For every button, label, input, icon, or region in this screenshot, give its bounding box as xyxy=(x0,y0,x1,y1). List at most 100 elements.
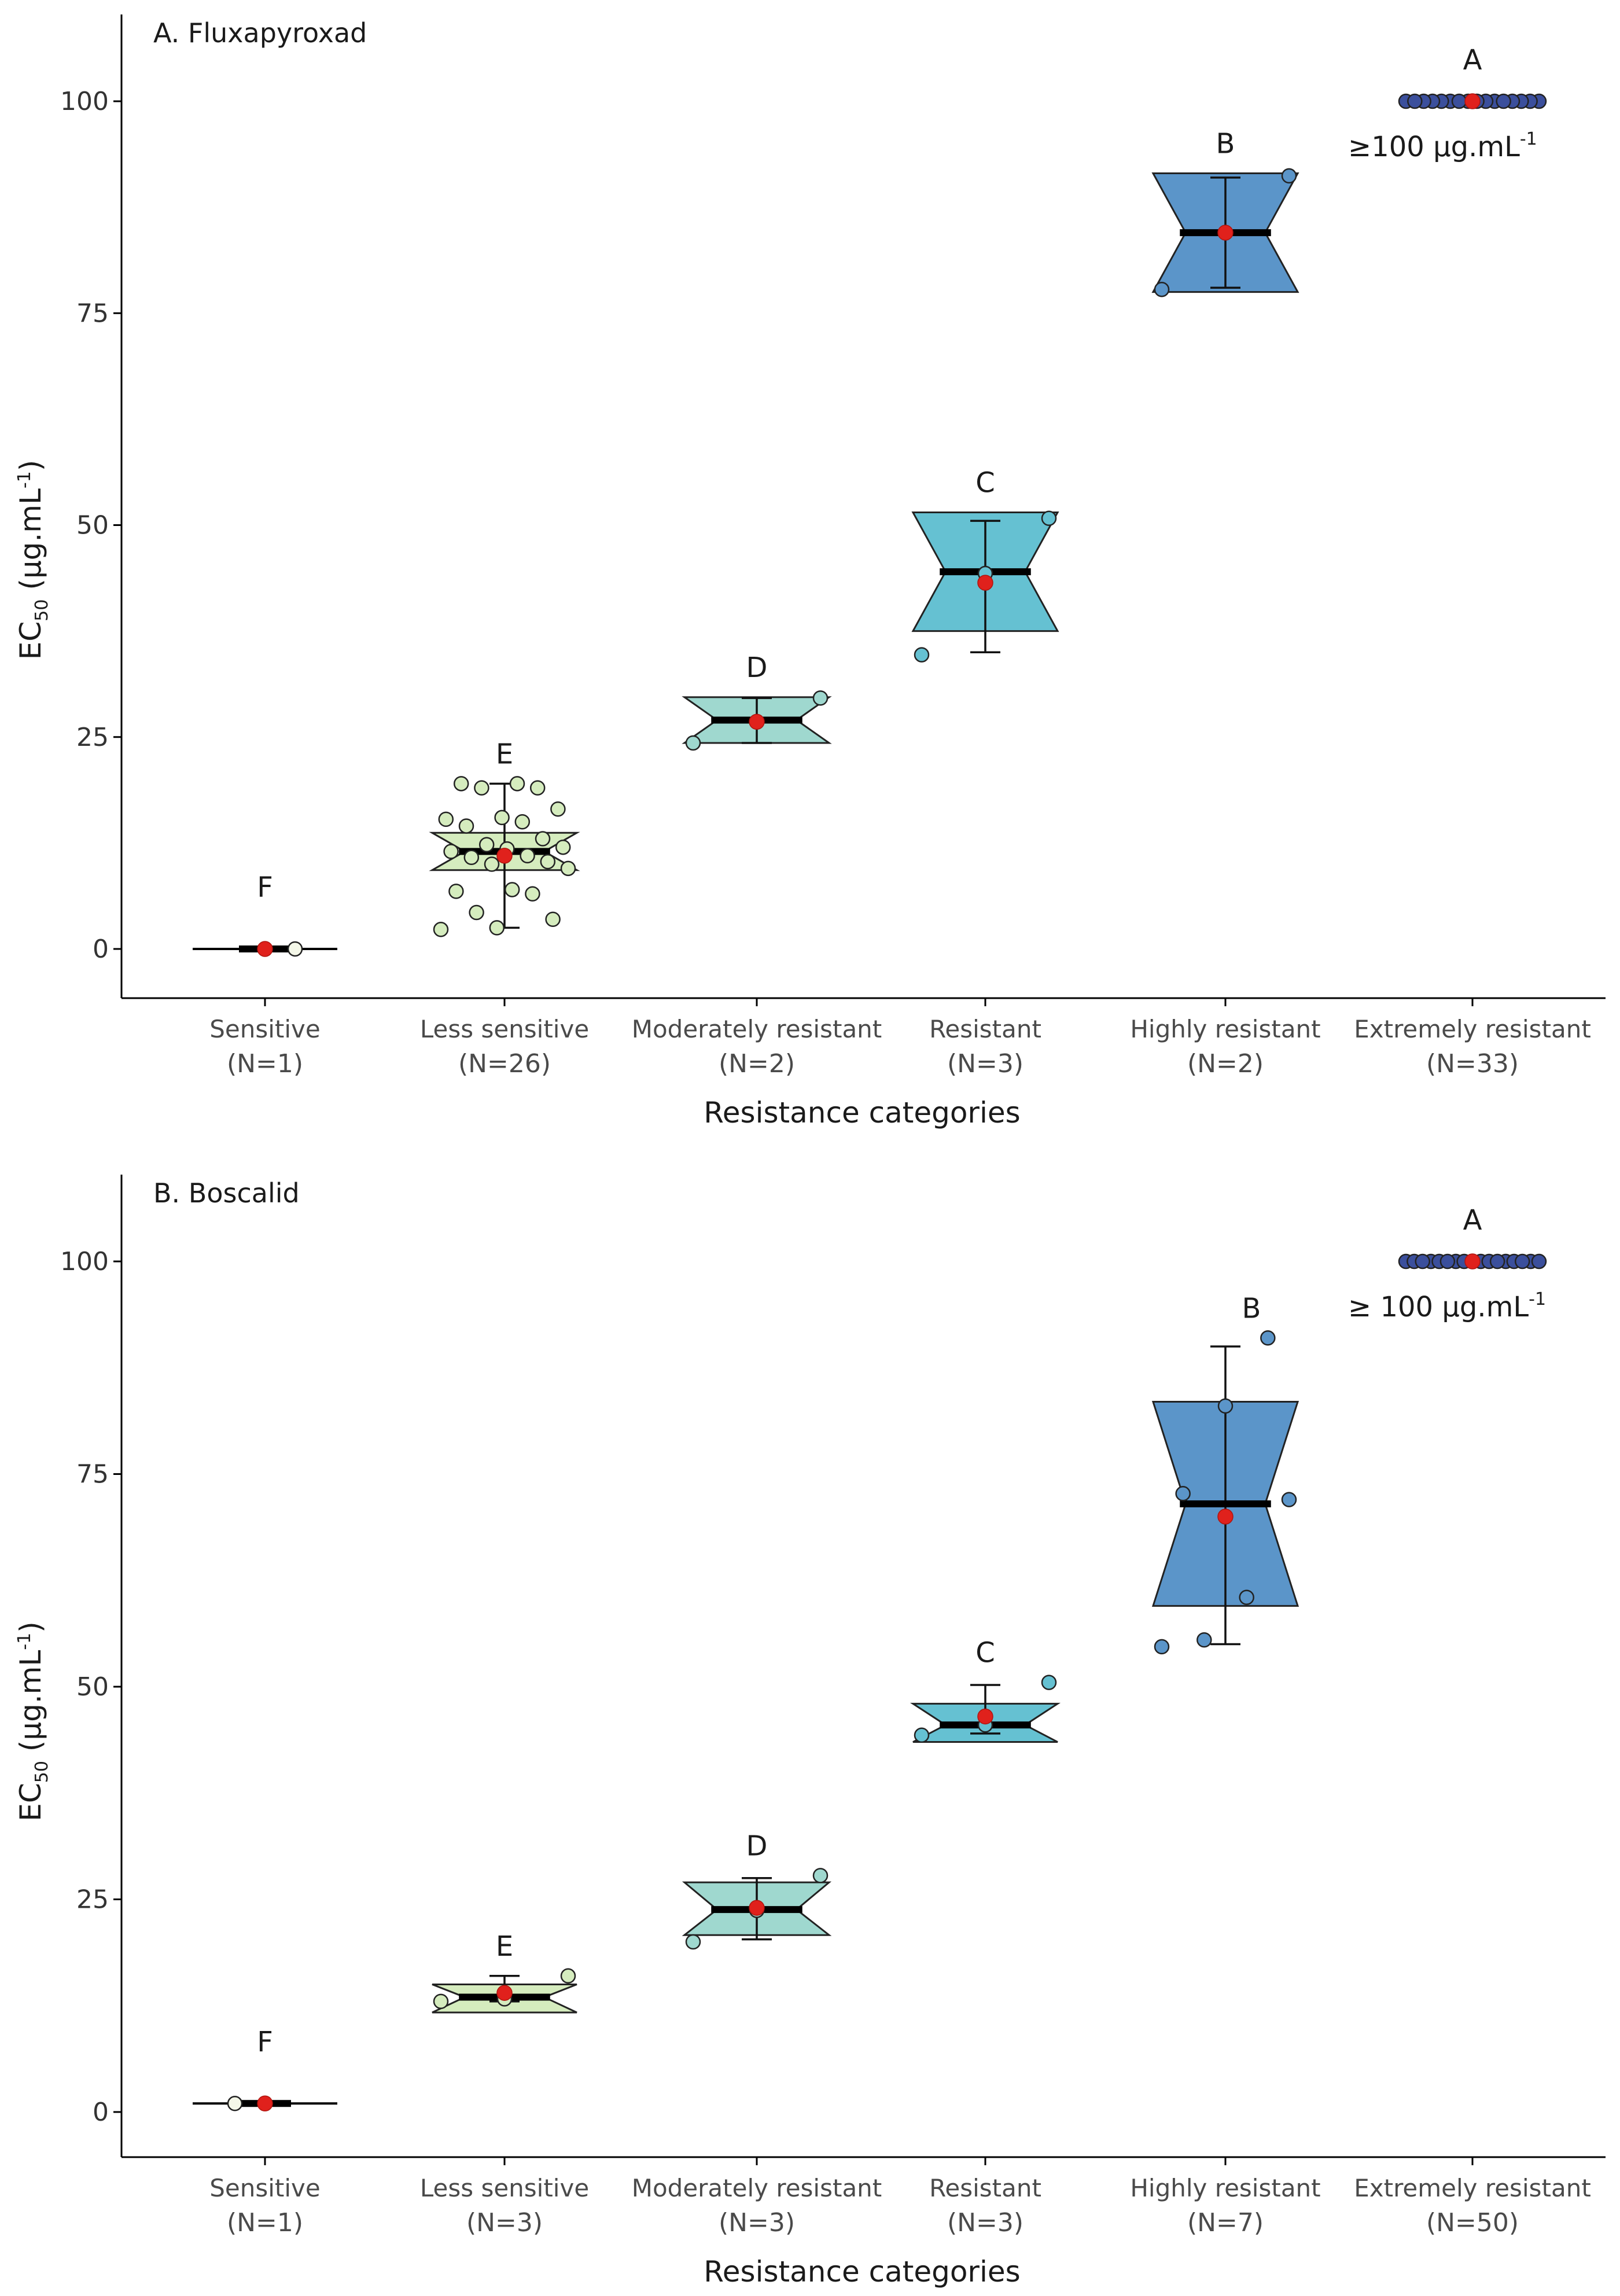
y-tick-label: 50 xyxy=(76,511,109,540)
data-point xyxy=(1260,1330,1276,1346)
data-point xyxy=(1415,1253,1430,1270)
data-point xyxy=(474,780,489,796)
sample-size-label: (N=7) xyxy=(1187,2208,1264,2238)
group-letter: B xyxy=(1216,128,1235,160)
x-tick-label: Resistant xyxy=(929,2174,1041,2202)
group-letter: A xyxy=(1463,1204,1482,1237)
data-point xyxy=(443,844,459,859)
data-point xyxy=(1531,1253,1547,1270)
x-tick-label: Resistant xyxy=(929,1015,1041,1043)
data-point xyxy=(1239,1589,1254,1605)
data-point xyxy=(1175,1486,1191,1502)
data-point xyxy=(535,831,551,847)
data-point xyxy=(1154,1639,1170,1655)
group-letter: D xyxy=(746,652,768,684)
x-tick-label: Extremely resistant xyxy=(1354,2174,1591,2202)
x-tick-label: Moderately resistant xyxy=(632,2174,882,2202)
data-point xyxy=(1439,1253,1456,1270)
data-point xyxy=(1154,281,1170,297)
mean-marker xyxy=(977,575,993,591)
y-tick-label: 25 xyxy=(76,723,109,752)
mean-marker xyxy=(1217,225,1234,241)
y-title-close: ) xyxy=(14,460,47,472)
data-point xyxy=(484,856,500,872)
category-resistant: Resistant (N=3) C xyxy=(911,467,1059,1079)
data-point xyxy=(448,884,464,899)
data-point xyxy=(914,1727,930,1743)
group-letter: D xyxy=(746,1830,768,1862)
sample-size-label: (N=3) xyxy=(947,1049,1023,1079)
group-letter: E xyxy=(496,738,513,770)
mean-marker xyxy=(749,1900,765,1916)
y-title-unit: (µg.mL xyxy=(14,488,47,599)
x-tick-label: Moderately resistant xyxy=(632,1015,882,1043)
category-less-sensitive: Less sensitive (N=26) E xyxy=(420,738,589,1079)
data-point xyxy=(1217,1398,1234,1414)
data-point xyxy=(458,818,474,834)
data-point xyxy=(469,904,484,921)
group-letter: F xyxy=(257,871,273,904)
y-title-sup: -1 xyxy=(14,471,35,488)
sample-size-label: (N=33) xyxy=(1426,1049,1519,1079)
y-tick-label: 75 xyxy=(76,1460,109,1489)
y-tick-label: 50 xyxy=(76,1672,109,1702)
data-point xyxy=(550,801,566,817)
y-title-unit: (µg.mL xyxy=(14,1650,47,1761)
sample-size-label: (N=2) xyxy=(1187,1049,1264,1079)
y-title-sub: 50 xyxy=(32,1761,52,1783)
panel-title: B. Boscalid xyxy=(153,1178,300,1209)
data-point xyxy=(1281,1492,1297,1507)
y-tick-label: 0 xyxy=(93,934,109,964)
y-title-sub: 50 xyxy=(32,599,52,621)
data-point xyxy=(494,810,510,826)
data-point xyxy=(1496,93,1511,109)
category-less-sensitive: Less sensitive (N=3) E xyxy=(420,1930,589,2238)
panel-title: A. Fluxapyroxad xyxy=(153,17,367,49)
data-point xyxy=(560,1968,576,1984)
data-point xyxy=(540,853,556,870)
data-point xyxy=(438,811,454,827)
data-point xyxy=(227,2096,243,2111)
y-tick-label: 100 xyxy=(60,87,109,116)
data-point xyxy=(529,780,546,796)
data-point xyxy=(1041,1675,1057,1690)
mean-marker xyxy=(749,713,765,730)
data-point xyxy=(1196,1632,1212,1648)
sample-size-label: (N=3) xyxy=(947,2208,1023,2238)
mean-marker xyxy=(1464,1253,1481,1270)
threshold-annotation: ≥100 µg.mL-1 xyxy=(1348,129,1537,163)
annotation-main: ≥ 100 µg.mL xyxy=(1348,1291,1529,1323)
data-point xyxy=(1515,1253,1530,1270)
group-letter: C xyxy=(975,1637,995,1669)
data-point xyxy=(509,776,525,792)
data-point xyxy=(812,1868,829,1883)
sample-size-label: (N=1) xyxy=(227,2208,303,2238)
y-tick-label: 75 xyxy=(76,299,109,328)
category-moderately-resistant: Moderately resistant (N=2) D xyxy=(632,652,882,1079)
sample-size-label: (N=3) xyxy=(719,2208,795,2238)
data-point xyxy=(514,814,531,830)
data-point xyxy=(1041,510,1057,527)
y-axis-title: EC50 (µg.mL-1) xyxy=(14,460,52,660)
group-letter: E xyxy=(496,1930,513,1963)
x-tick-label: Sensitive xyxy=(209,1015,321,1043)
threshold-annotation: ≥ 100 µg.mL-1 xyxy=(1348,1289,1546,1323)
group-letter: B xyxy=(1242,1292,1261,1324)
category-resistant: Resistant (N=3) C xyxy=(910,1637,1061,2238)
data-point xyxy=(433,922,449,937)
data-point xyxy=(545,911,561,927)
annotation-sup: -1 xyxy=(1520,129,1537,149)
x-tick-label: Less sensitive xyxy=(420,2174,589,2202)
y-tick-label: 100 xyxy=(60,1247,109,1276)
y-title-main: EC xyxy=(14,621,47,660)
x-axis-title: Resistance categories xyxy=(704,1096,1020,1129)
y-title-close: ) xyxy=(14,1621,47,1633)
data-point xyxy=(489,920,505,936)
annotation-sup: -1 xyxy=(1529,1289,1546,1309)
data-point xyxy=(433,1993,449,2010)
data-point xyxy=(685,735,701,751)
sample-size-label: (N=50) xyxy=(1426,2208,1519,2238)
category-moderately-resistant: Moderately resistant (N=3) D xyxy=(632,1830,882,2238)
